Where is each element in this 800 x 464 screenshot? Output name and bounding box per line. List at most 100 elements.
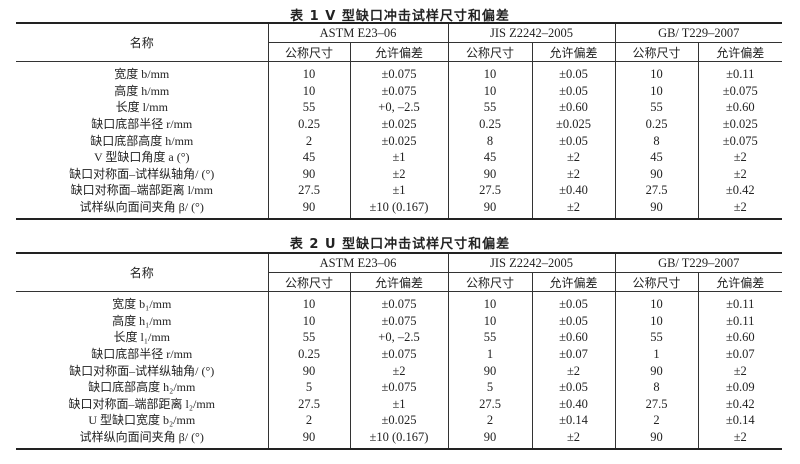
cell-value: ±0.14 — [531, 412, 615, 429]
table-row: 缺口对称面–试样纵轴角/ (°) 90 ±2 90 ±2 90 ±2 — [16, 165, 782, 183]
cell-value: ±0.075 — [697, 132, 782, 149]
cell-value: ±0.07 — [531, 345, 615, 363]
cell-value: ±1 — [349, 395, 448, 413]
row-name: 缺口对称面–试样纵轴角/ (°) — [69, 363, 215, 378]
cell-value: ±0.60 — [697, 99, 782, 116]
table-row: 缺口底部半径 r/mm 0.25 ±0.025 0.25 ±0.025 0.25 ±0.02… — [16, 115, 782, 133]
table-row: 高度 h₁/mm 10 ±0.075 10 ±0.05 10 ±0.11 — [16, 312, 782, 330]
table-row: 缺口底部半径 r/mm 0.25 ±0.075 1 ±0.07 1 ±0.07 — [16, 345, 782, 363]
row-name: 宽度 b₁/mm — [112, 297, 172, 312]
column-header-nominal: 公称尺寸 — [267, 272, 350, 292]
cell-value: 2 — [267, 412, 350, 429]
row-name: 缺口对称面–试样纵轴角/ (°) — [69, 166, 215, 181]
cell-value: ±0.14 — [697, 412, 782, 429]
column-header-tolerance: 允许偏差 — [697, 272, 782, 292]
table-row: 高度 h/mm 10 ±0.075 10 ±0.05 10 ±0.075 — [16, 82, 782, 100]
row-name: 宽度 b/mm — [114, 67, 170, 82]
cell-value: 90 — [267, 362, 350, 379]
standard-header: ASTM E23–06 — [267, 253, 448, 273]
table-row: U 型缺口宽度 b₂/mm 2 ±0.025 2 ±0.14 2 ±0.14 — [16, 412, 782, 429]
column-header-tolerance: 允许偏差 — [349, 42, 448, 62]
table-row: 缺口底部高度 h₂/mm 5 ±0.075 5 ±0.05 8 ±0.09 — [16, 378, 782, 396]
column-header-nominal: 公称尺寸 — [614, 272, 698, 292]
cell-value: ±1 — [349, 148, 448, 166]
cell-value: 0.25 — [614, 115, 698, 133]
cell-value: 0.25 — [447, 115, 532, 133]
cell-value: 0.25 — [267, 115, 350, 133]
cell-value: 55 — [614, 329, 698, 346]
table-row: V 型缺口角度 a (°) 45 ±1 45 ±2 45 ±2 — [16, 148, 782, 166]
cell-value: 90 — [447, 428, 532, 450]
standard-header: JIS Z2242–2005 — [447, 253, 615, 273]
cell-value: 1 — [447, 345, 532, 363]
table-row: 缺口底部高度 h/mm 2 ±0.025 8 ±0.05 8 ±0.075 — [16, 132, 782, 149]
row-name: 高度 h₁/mm — [112, 313, 172, 328]
cell-value: 10 — [614, 82, 698, 100]
cell-value: 10 — [447, 291, 532, 313]
cell-value: 90 — [614, 428, 698, 450]
cell-value: ±2 — [349, 362, 448, 379]
cell-value: ±2 — [697, 362, 782, 379]
table-row: 缺口对称面–端部距离 l/mm 27.5 ±1 27.5 ±0.40 27.5 ±0.42 — [16, 182, 782, 199]
cell-value: 10 — [447, 312, 532, 330]
cell-value: ±0.025 — [349, 132, 448, 149]
table-row: 试样纵向面间夹角 β/ (°) 90 ±10 (0.167) 90 ±2 90 ±2 — [16, 428, 782, 450]
standard-header: GB/ T229–2007 — [614, 253, 782, 273]
cell-value: 45 — [447, 148, 532, 166]
cell-value: 90 — [614, 165, 698, 183]
row-name: 缺口对称面–端部距离 l/mm — [70, 183, 213, 198]
column-header-nominal: 公称尺寸 — [614, 42, 698, 62]
cell-value: ±0.60 — [531, 329, 615, 346]
cell-value: 8 — [614, 132, 698, 149]
table-2: 名称 ASTM E23–06 JIS Z2242–2005 GB/ T229–2007… — [16, 252, 782, 450]
cell-value: ±0.075 — [349, 291, 448, 313]
cell-value: 55 — [614, 99, 698, 116]
cell-value: ±0.40 — [531, 395, 615, 413]
cell-value: 0.25 — [267, 345, 350, 363]
cell-value: ±0.11 — [697, 312, 782, 330]
cell-value: 5 — [267, 378, 350, 396]
row-name: 高度 h/mm — [114, 83, 170, 98]
table-row: 长度 l₁/mm 55 +0, –2.5 55 ±0.60 55 ±0.60 — [16, 329, 782, 346]
cell-value: 2 — [267, 132, 350, 149]
cell-value: ±0.075 — [349, 82, 448, 100]
standard-header: GB/ T229–2007 — [614, 23, 782, 43]
cell-value: ±0.025 — [349, 412, 448, 429]
cell-value: 8 — [614, 378, 698, 396]
table-2-caption: 表 2 U 型缺口冲击试样尺寸和偏差 — [289, 237, 511, 252]
cell-value: ±0.42 — [697, 395, 782, 413]
cell-value: 55 — [267, 99, 350, 116]
cell-value: ±0.11 — [697, 291, 782, 313]
row-name: U 型缺口宽度 b₂/mm — [88, 413, 196, 428]
column-header-tolerance: 允许偏差 — [349, 272, 448, 292]
cell-value: 10 — [614, 312, 698, 330]
column-header-nominal: 公称尺寸 — [447, 272, 532, 292]
row-name: 缺口底部半径 r/mm — [91, 117, 193, 132]
cell-value: 27.5 — [267, 182, 350, 199]
cell-value: ±0.075 — [697, 82, 782, 100]
row-name: 缺口底部高度 h₂/mm — [88, 380, 196, 395]
table-row: 试样纵向面间夹角 β/ (°) 90 ±10 (0.167) 90 ±2 90 ±2 — [16, 198, 782, 220]
cell-value: ±0.075 — [349, 378, 448, 396]
cell-value: ±0.05 — [531, 132, 615, 149]
cell-value: ±2 — [697, 428, 782, 450]
cell-value: 10 — [614, 291, 698, 313]
cell-value: ±2 — [531, 362, 615, 379]
cell-value: ±0.025 — [349, 115, 448, 133]
cell-value: ±0.42 — [697, 182, 782, 199]
cell-value: ±2 — [531, 198, 615, 220]
row-name: 长度 l₁/mm — [113, 330, 171, 345]
cell-value: 90 — [614, 198, 698, 220]
cell-value: 10 — [447, 61, 532, 83]
cell-value: ±0.05 — [531, 312, 615, 330]
cell-value: 90 — [267, 165, 350, 183]
cell-value: 90 — [614, 362, 698, 379]
cell-value: ±2 — [531, 148, 615, 166]
cell-value: 90 — [267, 428, 350, 450]
cell-value: 1 — [614, 345, 698, 363]
cell-value: ±0.07 — [697, 345, 782, 363]
cell-value: 10 — [267, 82, 350, 100]
table-row: 宽度 b₁/mm 10 ±0.075 10 ±0.05 10 ±0.11 — [16, 291, 782, 313]
cell-value: 27.5 — [614, 395, 698, 413]
row-name: V 型缺口角度 a (°) — [93, 150, 190, 165]
